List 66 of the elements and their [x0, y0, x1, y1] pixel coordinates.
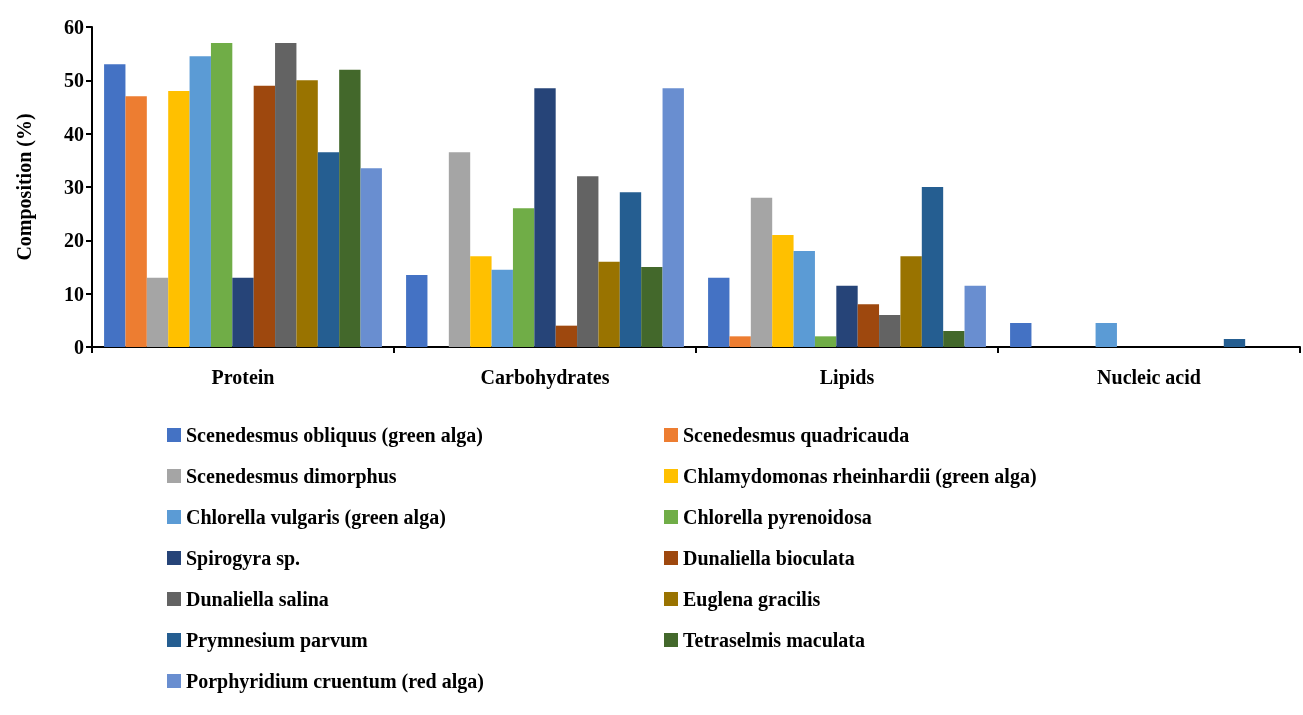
- bar: [772, 235, 794, 347]
- legend-label: Dunaliella bioculata: [683, 547, 855, 569]
- bar: [708, 277, 730, 347]
- bar: [491, 269, 513, 347]
- y-tick-label: 60: [64, 16, 84, 38]
- legend-label: Spirogyra sp.: [186, 547, 301, 570]
- bar: [750, 197, 773, 347]
- bar: [900, 256, 922, 347]
- bar: [317, 152, 340, 347]
- x-tick-label: Nucleic acid: [1097, 366, 1201, 388]
- bar: [296, 80, 318, 347]
- bar: [168, 91, 190, 347]
- legend-label: Tetraselmis maculata: [683, 629, 866, 651]
- legend-label: Scenedesmus obliquus (green alga): [186, 424, 483, 447]
- bar: [555, 325, 578, 347]
- legend-label: Scenedesmus quadricauda: [683, 424, 910, 447]
- legend-label: Scenedesmus dimorphus: [186, 465, 397, 488]
- bar: [275, 43, 297, 347]
- x-tick-label: Carbohydrates: [480, 366, 610, 389]
- bar: [662, 88, 684, 347]
- bar: [534, 88, 556, 347]
- y-axis-title: Composition (%): [13, 113, 36, 261]
- bar: [577, 176, 599, 347]
- legend-label: Chlorella pyrenoidosa: [683, 506, 872, 529]
- legend-label: Chlamydomonas rheinhardii (green alga): [683, 465, 1037, 488]
- bar: [125, 96, 147, 347]
- legend-label: Prymnesium parvum: [186, 629, 368, 652]
- bar: [360, 168, 382, 347]
- y-tick-label: 0: [74, 336, 84, 358]
- bar: [641, 267, 663, 347]
- y-tick-label: 40: [64, 122, 84, 145]
- y-tick-label: 30: [64, 176, 84, 198]
- bar: [104, 64, 126, 347]
- bar: [857, 304, 880, 347]
- x-tick-label: Lipids: [819, 366, 875, 389]
- bar: [232, 277, 254, 347]
- bar: [1010, 323, 1032, 347]
- x-tick-label: Protein: [211, 366, 275, 388]
- bar: [836, 285, 858, 347]
- bar: [189, 56, 211, 347]
- bar: [943, 331, 965, 347]
- bar: [470, 256, 492, 347]
- legend-label: Chlorella vulgaris (green alga): [186, 506, 446, 529]
- bar: [793, 251, 815, 347]
- legend-label: Dunaliella salina: [186, 588, 329, 610]
- y-tick-label: 50: [64, 69, 84, 92]
- y-tick-label: 10: [64, 282, 84, 305]
- bar: [879, 315, 901, 347]
- bar: [598, 261, 620, 347]
- bar: [253, 85, 276, 347]
- bar: [1223, 339, 1246, 347]
- bar: [921, 187, 944, 347]
- bar: [1095, 323, 1117, 347]
- legend-label: Porphyridium cruentum (red alga): [186, 670, 484, 693]
- y-tick-label: 20: [64, 229, 84, 252]
- bar: [210, 43, 233, 347]
- bar: [512, 208, 535, 347]
- bar: [146, 277, 169, 347]
- legend-label: Euglena gracilis: [683, 588, 821, 611]
- bar: [448, 152, 471, 347]
- bar: [339, 69, 361, 347]
- bar: [619, 192, 642, 347]
- bar: [964, 285, 986, 347]
- bar: [729, 336, 751, 347]
- bar: [814, 336, 837, 347]
- bar: [406, 275, 428, 347]
